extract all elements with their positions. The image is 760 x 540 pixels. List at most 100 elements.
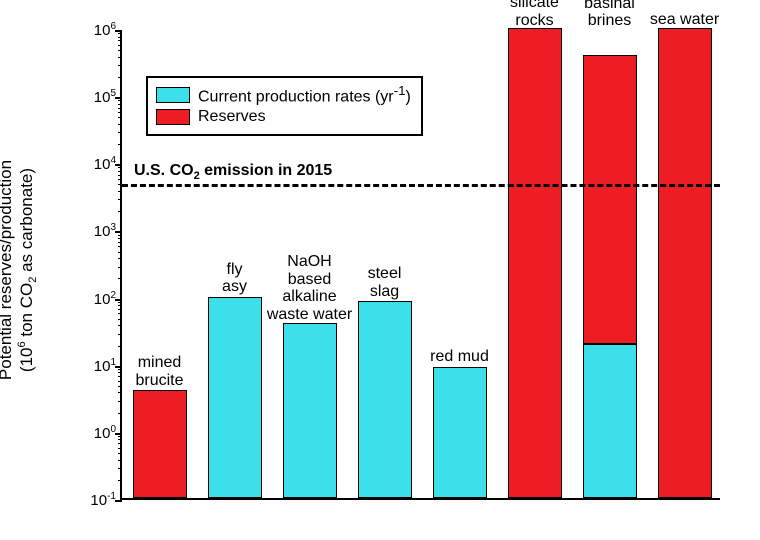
y-tick-minor (118, 278, 122, 279)
y-tick-minor (118, 258, 122, 259)
bar (358, 301, 412, 498)
y-tick-minor (118, 124, 122, 125)
y-tick-minor (118, 104, 122, 105)
y-tick-minor (118, 238, 122, 239)
category-label: steel slag (340, 265, 429, 300)
y-tick-minor (118, 392, 122, 393)
y-tick-minor (118, 309, 122, 310)
y-tick-minor (118, 242, 122, 243)
category-label: NaOH based alkaline waste water (265, 253, 354, 323)
bar-segment (583, 55, 637, 344)
y-tick-minor (118, 37, 122, 38)
category-label: sea water (640, 11, 729, 29)
y-tick-minor (118, 167, 122, 168)
reference-line-label: U.S. CO2 emission in 2015 (134, 162, 332, 182)
reference-line (122, 184, 720, 187)
bar (508, 28, 562, 498)
y-tick-label: 101 (94, 357, 116, 375)
y-tick-minor (118, 252, 122, 253)
y-tick-minor (118, 413, 122, 414)
y-tick-minor (118, 439, 122, 440)
category-label: CaCl basinal brines (565, 0, 654, 30)
y-tick-minor (118, 468, 122, 469)
y-tick-minor (118, 117, 122, 118)
y-tick-major (115, 366, 122, 368)
y-tick-minor (118, 334, 122, 335)
y-tick-minor (118, 401, 122, 402)
y-tick-minor (118, 346, 122, 347)
y-tick-minor (118, 267, 122, 268)
y-tick-minor (118, 372, 122, 373)
y-tick-minor (118, 376, 122, 377)
y-tick-label: 106 (94, 21, 116, 39)
y-tick-label: 103 (94, 222, 116, 240)
y-tick-minor (118, 100, 122, 101)
y-tick-minor (118, 112, 122, 113)
y-tick-minor (118, 191, 122, 192)
y-tick-minor (118, 313, 122, 314)
y-tick-minor (118, 443, 122, 444)
y-tick-label: 105 (94, 88, 116, 106)
bar (433, 367, 487, 498)
legend: Current production rates (yr-1) Reserves (146, 76, 423, 136)
legend-label: Reserves (198, 108, 266, 126)
y-tick-label: 100 (94, 424, 116, 442)
y-tick-minor (118, 50, 122, 51)
y-tick-label: 104 (94, 155, 116, 173)
y-tick-label: 10-1 (90, 491, 116, 509)
y-tick-minor (118, 448, 122, 449)
y-tick-minor (118, 369, 122, 370)
y-tick-major (115, 231, 122, 233)
y-tick-major (115, 299, 122, 301)
y-tick-minor (118, 480, 122, 481)
category-label: mined brucite (115, 354, 204, 389)
legend-swatch (156, 87, 190, 103)
y-tick-minor (118, 381, 122, 382)
y-tick-minor (118, 77, 122, 78)
bar (133, 390, 187, 498)
y-tick-minor (118, 460, 122, 461)
bar (658, 28, 712, 498)
chart-container: Potential reserves/production (106 ton C… (0, 0, 760, 540)
y-tick-minor (118, 305, 122, 306)
y-tick-major (115, 97, 122, 99)
y-tick-major (115, 164, 122, 166)
y-tick-minor (118, 302, 122, 303)
legend-label: Current production rates (yr-1) (198, 83, 411, 106)
bar (283, 323, 337, 498)
y-tick-minor (118, 132, 122, 133)
legend-item: Reserves (156, 106, 411, 128)
category-label: red mud (415, 348, 504, 366)
category-label: fly asy (190, 261, 279, 296)
y-tick-minor (118, 199, 122, 200)
legend-item: Current production rates (yr-1) (156, 84, 411, 106)
y-tick-minor (118, 319, 122, 320)
bar-segment (583, 344, 637, 498)
legend-swatch (156, 109, 190, 125)
y-tick-minor (118, 108, 122, 109)
y-tick-minor (118, 246, 122, 247)
y-tick-minor (118, 45, 122, 46)
y-tick-minor (118, 33, 122, 34)
y-tick-minor (118, 40, 122, 41)
y-tick-major (115, 433, 122, 435)
y-tick-minor (118, 211, 122, 212)
y-tick-minor (118, 175, 122, 176)
y-tick-minor (118, 65, 122, 66)
y-tick-minor (118, 144, 122, 145)
y-axis-label-line1: Potential reserves/production (0, 160, 15, 380)
y-axis-label: Potential reserves/production (106 ton C… (0, 160, 41, 380)
y-tick-minor (118, 325, 122, 326)
y-tick-minor (118, 179, 122, 180)
y-tick-minor (118, 171, 122, 172)
y-tick-minor (118, 436, 122, 437)
category-label: silicate rocks (490, 0, 579, 29)
y-tick-minor (118, 453, 122, 454)
y-tick-minor (118, 386, 122, 387)
y-tick-major (115, 30, 122, 32)
y-tick-minor (118, 235, 122, 236)
plot-area: 10-1100101102103104105106mined brucitefl… (120, 30, 720, 500)
y-tick-label: 102 (94, 290, 116, 308)
y-tick-minor (118, 57, 122, 58)
bar (208, 297, 262, 498)
